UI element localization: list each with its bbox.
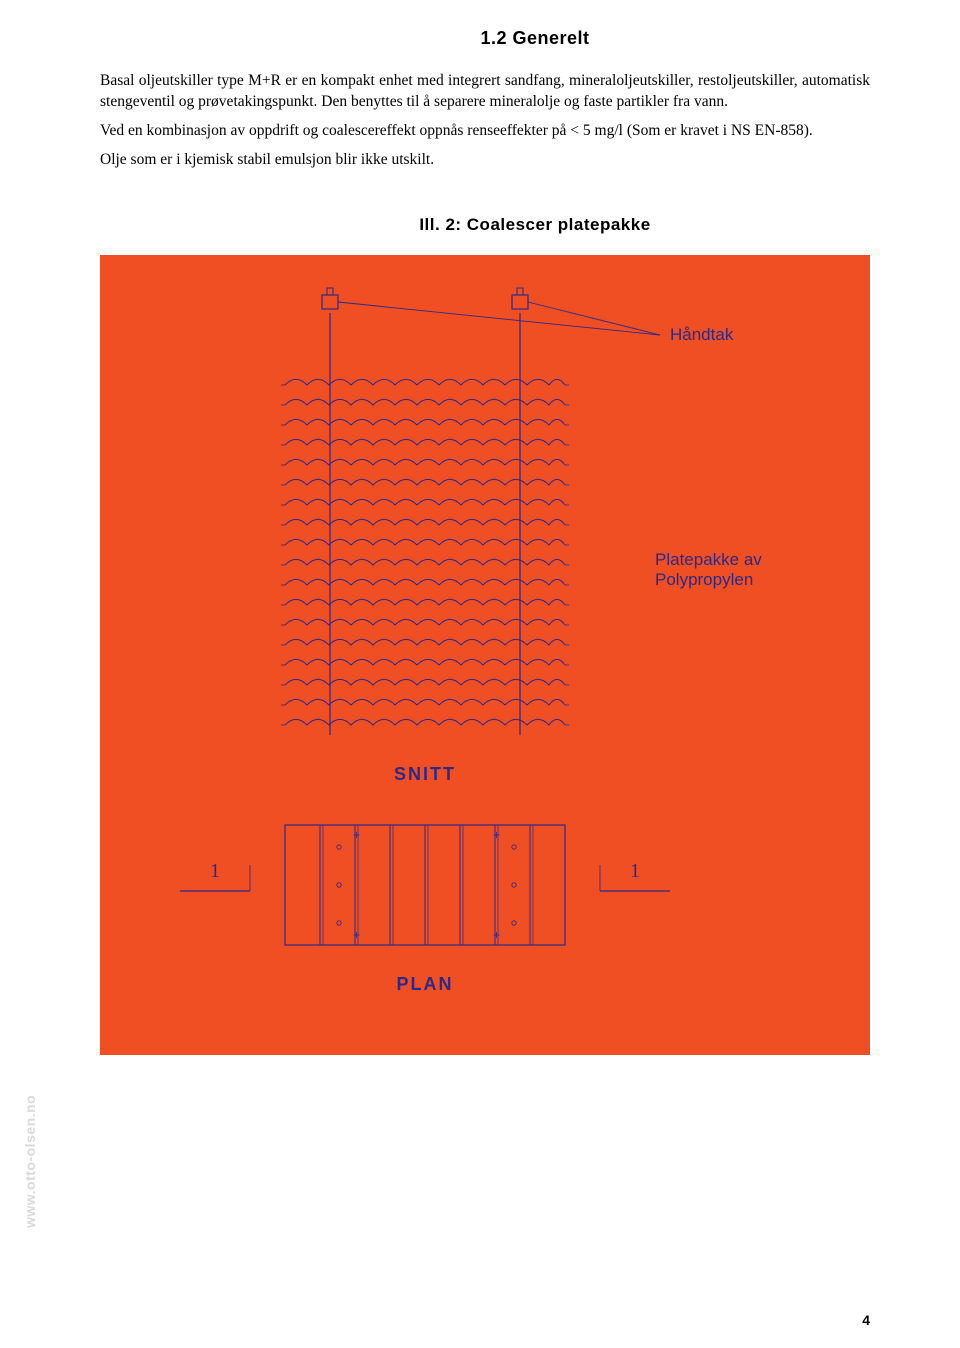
svg-text:Platepakke av: Platepakke av (655, 550, 762, 569)
svg-text:Polypropylen: Polypropylen (655, 570, 753, 589)
page-number: 4 (862, 1312, 870, 1328)
svg-text:1: 1 (630, 860, 640, 882)
figure-title: Ill. 2: Coalescer platepakke (200, 215, 870, 235)
coalescer-diagram: Håndtak Platepakke avPolypropylen SNITT 1 1 P… (100, 255, 870, 1055)
svg-text:PLAN: PLAN (397, 974, 454, 994)
svg-text:Håndtak: Håndtak (670, 325, 734, 344)
svg-text:SNITT: SNITT (394, 764, 456, 784)
svg-text:1: 1 (210, 860, 220, 882)
intro-paragraph-3: Olje som er i kjemisk stabil emulsjon bl… (100, 150, 870, 171)
diagram-svg: Håndtak Platepakke avPolypropylen SNITT 1 1 P… (100, 255, 870, 1055)
section-heading: 1.2 Generelt (200, 28, 870, 49)
sidebar-url: www.otto-olsen.no (22, 1095, 38, 1228)
intro-paragraph-2: Ved en kombinasjon av oppdrift og coales… (100, 121, 870, 142)
intro-paragraph-1: Basal oljeutskiller type M+R er en kompa… (100, 71, 870, 113)
